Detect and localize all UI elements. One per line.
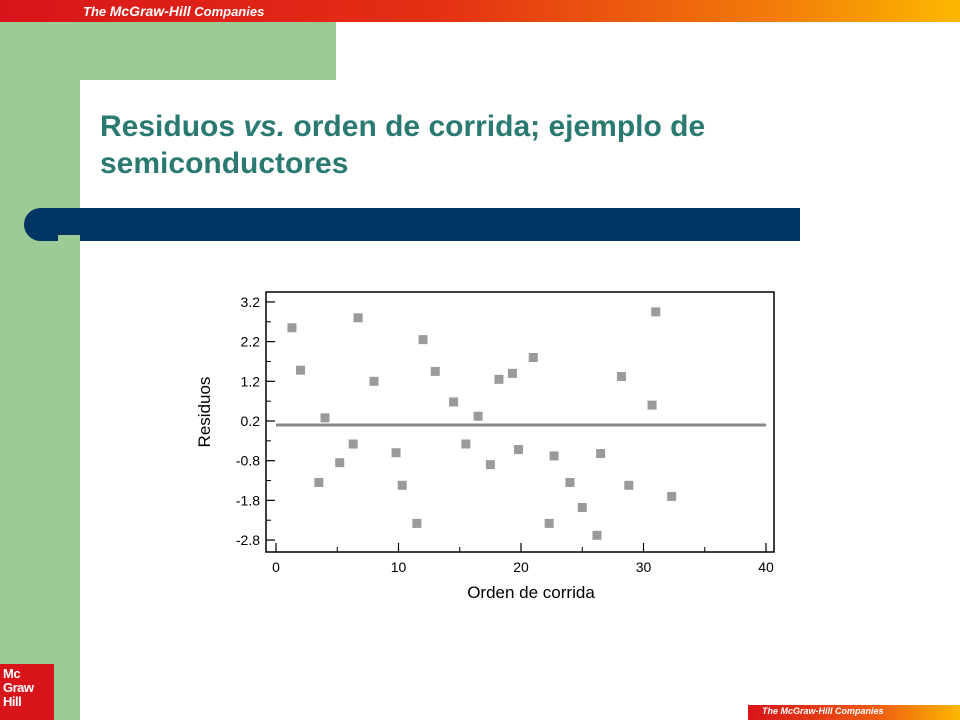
plot-frame bbox=[265, 291, 775, 553]
logo-line-3: Hill bbox=[3, 694, 22, 709]
y-tick-label: 3.2 bbox=[241, 294, 261, 310]
top-brand-text: The McGraw-Hill Companies bbox=[83, 3, 264, 19]
data-point bbox=[507, 368, 517, 378]
top-brand-prefix: The bbox=[83, 4, 110, 19]
logo-line-1: Mc bbox=[3, 666, 21, 681]
data-point bbox=[296, 365, 305, 375]
data-point bbox=[514, 445, 524, 455]
data-point bbox=[592, 530, 602, 540]
x-tick-label: 0 bbox=[272, 559, 280, 575]
title-part-2: orden de corrida; ejemplo de semiconduct… bbox=[100, 110, 706, 180]
data-point bbox=[335, 458, 345, 468]
data-point bbox=[596, 449, 606, 459]
content-corner bbox=[80, 80, 160, 160]
data-point bbox=[353, 313, 363, 323]
y-tick-label: -0.8 bbox=[236, 453, 260, 469]
top-brand-bar: The McGraw-Hill Companies bbox=[0, 0, 960, 22]
top-brand-suffix: Companies bbox=[190, 4, 265, 19]
data-point bbox=[314, 478, 324, 488]
y-tick-label: 2.2 bbox=[241, 334, 261, 350]
data-point bbox=[577, 503, 587, 513]
x-tick-label: 40 bbox=[758, 559, 774, 575]
data-point bbox=[430, 366, 440, 376]
mcgraw-hill-logo: Mc Graw Hill bbox=[0, 664, 54, 720]
data-point bbox=[461, 439, 471, 449]
footer-brand-name: McGraw-Hill bbox=[780, 706, 833, 716]
data-point bbox=[412, 518, 422, 528]
y-tick-label: -2.8 bbox=[236, 532, 260, 548]
data-point bbox=[624, 480, 634, 490]
data-point bbox=[616, 372, 626, 382]
x-tick-label: 20 bbox=[513, 559, 529, 575]
title-italic: vs. bbox=[243, 110, 286, 143]
y-tick-label: -1.8 bbox=[236, 492, 260, 508]
data-point bbox=[397, 480, 407, 490]
data-point bbox=[667, 491, 677, 501]
y-tick-label: 0.2 bbox=[241, 413, 261, 429]
green-side-strip bbox=[0, 22, 80, 720]
footer-brand-prefix: The bbox=[762, 706, 781, 716]
data-point bbox=[473, 411, 483, 421]
title-part-1: Residuos bbox=[100, 110, 244, 143]
y-axis-label: Residuos bbox=[195, 377, 214, 448]
data-point bbox=[494, 374, 504, 384]
data-point bbox=[528, 353, 538, 362]
data-point bbox=[369, 376, 379, 386]
top-brand-name: McGraw-Hill bbox=[109, 3, 191, 19]
data-point bbox=[544, 518, 554, 528]
data-point bbox=[549, 451, 559, 461]
data-point bbox=[485, 460, 495, 470]
slide-title: Residuos vs. orden de corrida; ejemplo d… bbox=[100, 108, 900, 182]
residuals-scatter-chart: 3.2 2.2 1.2 0.2 -0.8 -1.8 -2.8 0 10 20 30 40 Resid… bbox=[195, 291, 775, 602]
data-point bbox=[287, 323, 297, 333]
x-axis-label: Orden de corrida bbox=[467, 583, 595, 602]
data-point bbox=[647, 400, 657, 410]
footer-brand-suffix: Companies bbox=[832, 706, 884, 716]
data-point bbox=[391, 448, 401, 458]
data-point bbox=[651, 307, 661, 317]
data-point bbox=[449, 397, 459, 407]
x-tick-label: 10 bbox=[391, 559, 407, 575]
x-tick-label: 30 bbox=[636, 559, 652, 575]
footer-brand-bar: The McGraw-Hill Companies bbox=[748, 705, 960, 720]
data-point bbox=[348, 439, 358, 449]
logo-line-2: Graw bbox=[3, 680, 34, 695]
data-point bbox=[320, 413, 330, 423]
title-bar-notch bbox=[58, 235, 80, 241]
footer-brand-text: The McGraw-Hill Companies bbox=[762, 706, 884, 716]
data-point bbox=[418, 335, 428, 345]
data-point bbox=[565, 478, 575, 488]
title-underline-bar bbox=[24, 208, 800, 241]
y-tick-label: 1.2 bbox=[241, 373, 261, 389]
